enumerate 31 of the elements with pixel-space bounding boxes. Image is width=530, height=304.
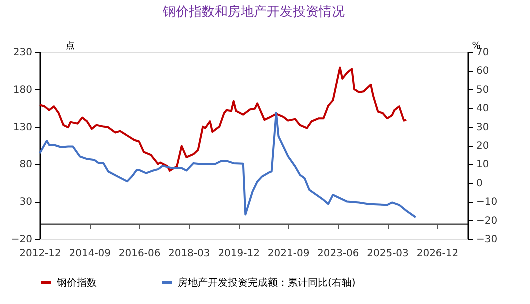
y-tick-label: 130 [13,122,32,134]
x-tick-label: 2018-03 [168,248,210,260]
x-tick-label: 2023-06 [317,248,360,260]
y2-tick-label: 10 [476,160,490,171]
line-series [39,66,408,172]
y-tick-label: −20 [11,234,32,246]
y2-tick-label: −30 [476,234,498,246]
y-tick-label: 180 [13,84,32,96]
x-tick-label: 2026-12 [416,248,459,260]
y2-tick-label: 30 [476,122,490,134]
y2-tick-label: −20 [476,216,498,227]
y2-tick-label: 0 [476,178,483,190]
x-tick-label: 2021-09 [268,248,310,260]
x-tick-label: 2014-09 [69,248,112,260]
y2-tick-label: 60 [476,66,490,78]
y2-tick-label: 20 [476,141,490,152]
y2-tick-label: −10 [476,197,498,208]
line-series [39,112,417,218]
legend-label: 钢价指数 [56,276,97,289]
y-tick-label: 80 [20,160,32,171]
legend-label: 房地产开发投资完成额：累计同比(右轴) [178,276,356,289]
y2-tick-label: 40 [476,104,490,115]
x-tick-label: 2025-03 [367,248,409,260]
y2-tick-label: 50 [476,84,490,96]
x-tick-label: 2012-12 [20,248,62,260]
y-tick-label: 30 [20,197,32,208]
y-axis-title: 点 [66,40,75,52]
x-tick-label: 2016-06 [118,248,161,260]
x-tick-label: 2019-12 [218,248,260,260]
chart-title: 钢价指数和房地产开发投资情况 [162,4,345,20]
y-tick-label: 230 [13,48,32,58]
